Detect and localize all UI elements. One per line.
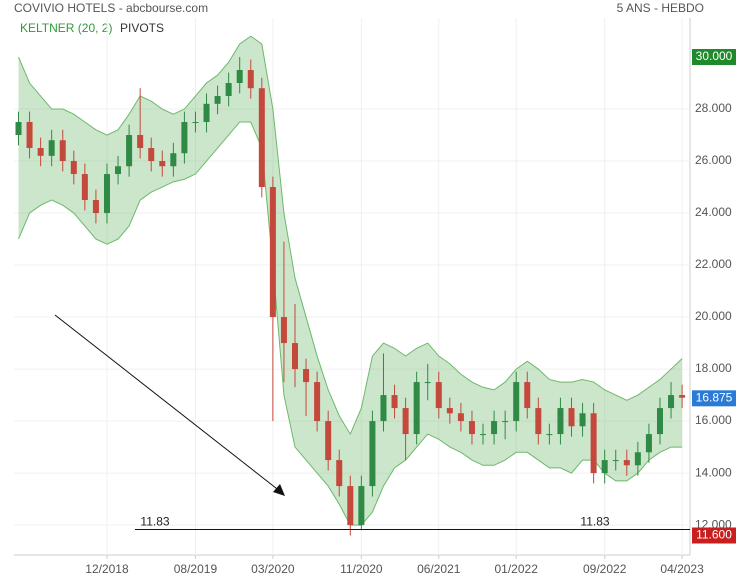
legend-entry: KELTNER (20, 2) [20, 21, 112, 35]
candle-body [126, 135, 133, 167]
candle-body [59, 140, 66, 162]
candle-body [269, 187, 276, 318]
annotation-arrow [54, 314, 282, 493]
y-tick-label: 20.000 [695, 309, 732, 323]
candle-body [568, 408, 575, 427]
candle-body [535, 408, 542, 435]
candle-body [502, 421, 509, 423]
candle-body [225, 83, 232, 97]
candle-body [148, 148, 155, 162]
chart-subtitle: 5 ANS - HEBDO [617, 1, 704, 15]
x-tick-label: 04/2023 [660, 562, 704, 576]
pivot-label: 11.83 [580, 515, 609, 529]
y-tick-label: 18.000 [695, 361, 732, 375]
candle-body [679, 395, 686, 398]
price-badge-label: 16.875 [696, 390, 733, 404]
price-badge [692, 390, 736, 407]
candle-body [170, 153, 177, 167]
candle-body [48, 140, 55, 156]
candle-body [380, 395, 387, 422]
candle-body [645, 434, 652, 453]
x-tick-label: 03/2020 [251, 562, 295, 576]
candle-body [391, 395, 398, 409]
keltner-upper [18, 35, 683, 436]
y-tick-label: 14.000 [695, 465, 732, 479]
x-tick-label: 08/2019 [174, 562, 218, 576]
y-tick-label: 24.000 [695, 205, 732, 219]
price-badge-label: 30.000 [696, 49, 733, 63]
candle-body [491, 421, 498, 435]
x-tick-label: 11/2020 [340, 562, 383, 576]
candle-body [247, 70, 254, 89]
candle-body [656, 408, 663, 435]
candle-body [26, 122, 33, 149]
candle-body [258, 88, 265, 188]
candle-body [480, 434, 487, 436]
candle-body [579, 413, 586, 427]
candle-body [159, 161, 166, 167]
candle-body [668, 395, 675, 409]
y-tick-label: 22.000 [695, 257, 732, 271]
candle-body [369, 421, 376, 487]
candle-body [557, 408, 564, 435]
candle-body [590, 413, 597, 474]
x-tick-label: 06/2021 [417, 562, 461, 576]
candle-body [314, 382, 321, 422]
candle-body [203, 103, 210, 123]
candle-body [81, 174, 88, 201]
candle-body [92, 200, 99, 214]
candle-body [15, 122, 22, 136]
candle-body [214, 96, 221, 104]
x-tick-label: 12/2018 [85, 562, 129, 576]
candle-body [358, 486, 365, 526]
x-tick-label: 01/2022 [495, 562, 539, 576]
candle-body [623, 460, 630, 466]
price-badge-label: 11.600 [696, 528, 732, 542]
x-tick-label: 09/2022 [583, 562, 627, 576]
candle-body [192, 122, 199, 124]
candle-body [347, 486, 354, 526]
arrow-head [273, 484, 285, 496]
candle-body [115, 166, 122, 175]
candle-body [336, 460, 343, 487]
candle-body [612, 460, 619, 462]
candle-body [513, 382, 520, 422]
candle-body [468, 421, 475, 435]
candle-body [546, 434, 553, 436]
candle-body [236, 70, 243, 84]
y-tick-label: 26.000 [695, 153, 732, 167]
candle-body [103, 174, 110, 214]
candle-body [446, 408, 453, 414]
candle-body [524, 382, 531, 409]
candle-body [181, 122, 188, 154]
y-tick-label: 16.000 [695, 413, 732, 427]
plot-area [14, 18, 690, 555]
candle-body [70, 161, 77, 175]
candle-body [303, 369, 310, 383]
candle-body [292, 343, 298, 370]
candle-body [325, 421, 332, 461]
keltner-band [18, 36, 683, 526]
candle-body [413, 382, 420, 435]
price-badge [692, 527, 736, 544]
chart-title: COVIVIO HOTELS - abcbourse.com [14, 1, 208, 15]
candle-body [634, 452, 641, 466]
candle-body [601, 460, 608, 474]
candle-body [137, 135, 144, 149]
candle-body [424, 382, 431, 384]
candle-body [435, 382, 442, 409]
candle-body [37, 148, 44, 156]
candle-body [402, 408, 409, 435]
candle-body [457, 413, 464, 422]
pivot-label: 11.83 [140, 515, 169, 529]
candle-body [280, 317, 287, 344]
price-badge [692, 49, 736, 66]
y-tick-label: 28.000 [695, 101, 732, 115]
legend-entry: PIVOTS [120, 21, 164, 35]
